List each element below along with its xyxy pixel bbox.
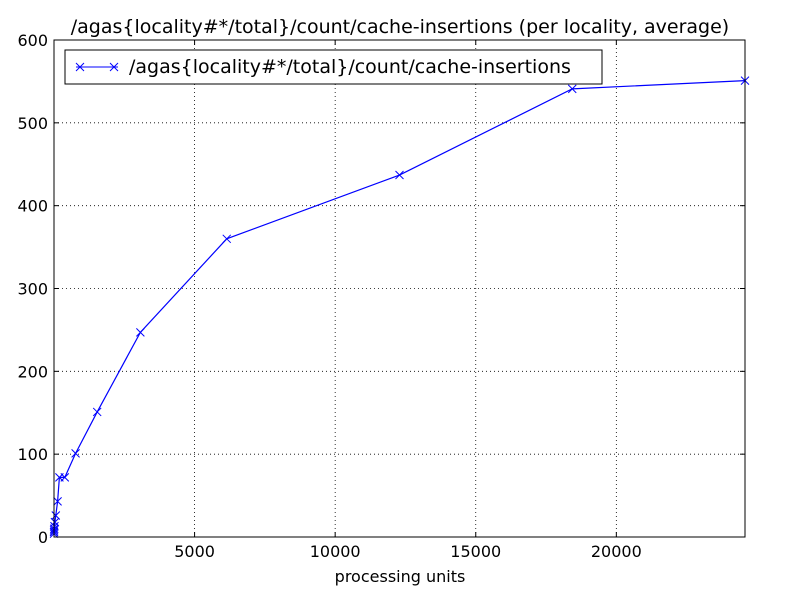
data-point bbox=[567, 84, 577, 94]
data-point bbox=[222, 234, 232, 244]
y-tick-label: 500 bbox=[17, 114, 48, 133]
x-tick-label: 15000 bbox=[450, 542, 501, 561]
legend: /agas{locality#*/total}/count/cache-inse… bbox=[64, 49, 603, 85]
y-tick-label: 100 bbox=[17, 445, 48, 464]
legend-box bbox=[64, 49, 603, 85]
data-point bbox=[92, 407, 102, 417]
x-tick-label: 20000 bbox=[591, 542, 642, 561]
chart-title: /agas{locality#*/total}/count/cache-inse… bbox=[71, 16, 729, 38]
data-point bbox=[71, 448, 80, 458]
series-layer bbox=[49, 76, 750, 539]
y-tick-label: 300 bbox=[17, 280, 48, 299]
data-point bbox=[60, 473, 70, 482]
data-point bbox=[51, 511, 61, 520]
y-tick-label: 400 bbox=[17, 197, 48, 216]
y-tick-label: 200 bbox=[17, 362, 48, 381]
y-tick-label: 600 bbox=[17, 31, 48, 50]
grid-lines bbox=[54, 40, 745, 537]
data-point bbox=[395, 170, 404, 180]
legend-markers bbox=[75, 62, 119, 72]
ticks: 0 100 200 300 400 500 600 5000 10000 15000 20000 bbox=[17, 31, 745, 561]
legend-marker bbox=[109, 62, 119, 72]
x-tick-label: 5000 bbox=[174, 542, 215, 561]
legend-marker bbox=[75, 62, 85, 72]
x-tick-label: 10000 bbox=[310, 542, 361, 561]
data-point bbox=[136, 328, 145, 337]
legend-label: /agas{locality#*/total}/count/cache-inse… bbox=[129, 56, 571, 78]
y-tick-label: 0 bbox=[38, 528, 48, 547]
plot-frame bbox=[53, 39, 746, 538]
series-line bbox=[53, 79, 746, 534]
x-axis-label: processing units bbox=[335, 567, 466, 586]
data-point bbox=[53, 497, 62, 506]
